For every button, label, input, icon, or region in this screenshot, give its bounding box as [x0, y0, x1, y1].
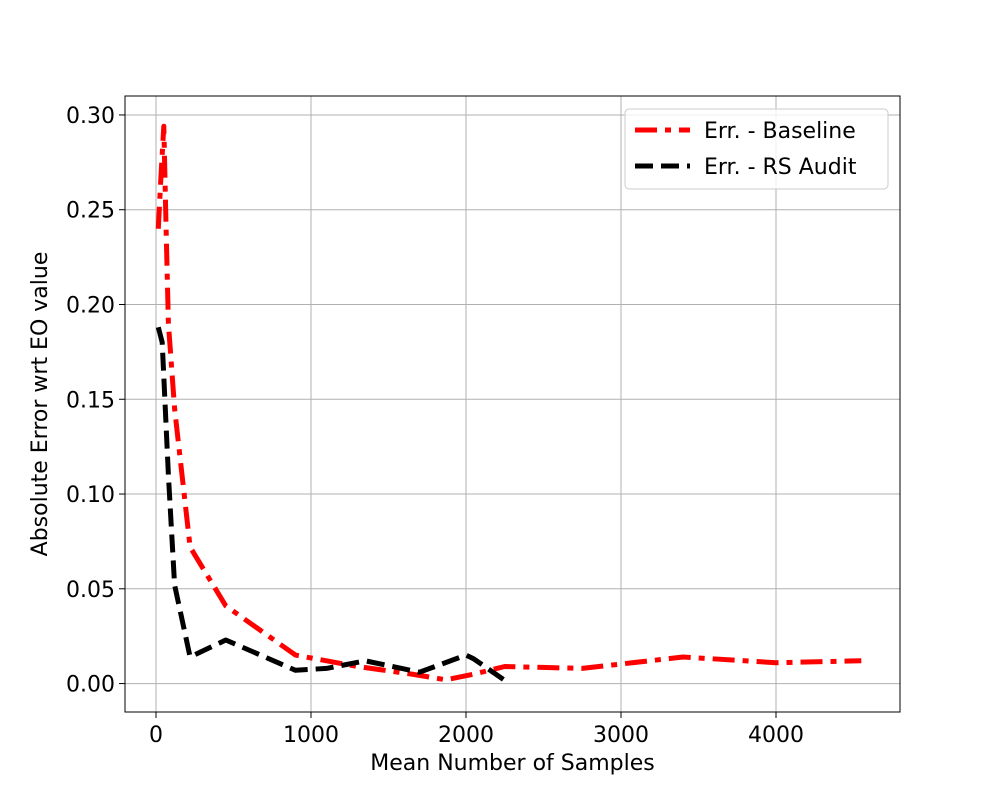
grid-lines: [125, 96, 900, 712]
y-tick-label: 0.10: [66, 483, 115, 508]
y-tick-label: 0.15: [66, 388, 115, 413]
x-tick-label: 2000: [438, 723, 494, 748]
x-tick-label: 0: [149, 723, 163, 748]
x-axis-label: Mean Number of Samples: [370, 751, 654, 776]
axis-ticks: 0 1000 2000 3000 4000 0.00 0.05 0.10 0.15 0.20 0.2…: [66, 104, 804, 748]
y-tick-label: 0.30: [66, 104, 115, 129]
legend-label-rs-audit: Err. - RS Audit: [704, 155, 857, 180]
y-axis-label: Absolute Error wrt EO value: [28, 252, 53, 557]
y-tick-label: 0.20: [66, 293, 115, 318]
x-tick-label: 4000: [748, 723, 804, 748]
x-tick-label: 1000: [283, 723, 339, 748]
legend-box: [624, 108, 889, 190]
x-tick-label: 3000: [593, 723, 649, 748]
y-tick-label: 0.05: [66, 578, 115, 603]
y-tick-label: 0.25: [66, 199, 115, 224]
y-tick-label: 0.00: [66, 673, 115, 698]
legend: Err. - Baseline Err. - RS Audit: [624, 108, 889, 190]
series-line-1: [155, 326, 511, 686]
series-line-0: [155, 123, 862, 683]
series-layer: [155, 123, 862, 686]
legend-label-baseline: Err. - Baseline: [704, 119, 856, 144]
plot-frame: [124, 95, 901, 713]
